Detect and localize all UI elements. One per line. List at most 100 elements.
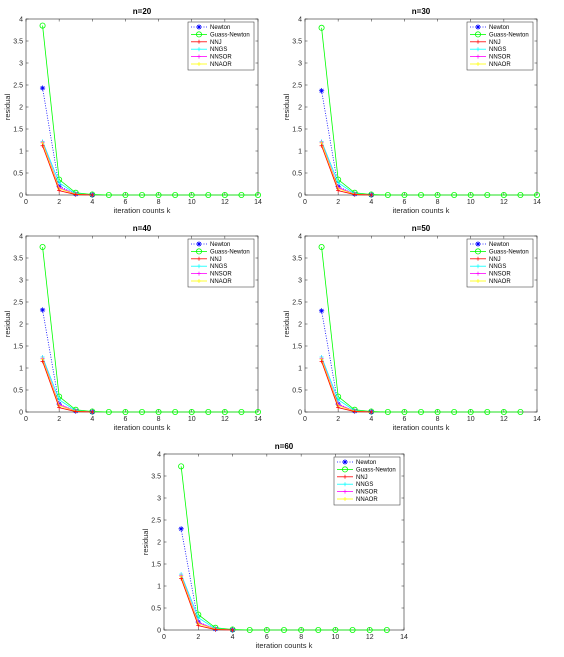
chart-title: n=20 <box>133 7 152 16</box>
data-point <box>254 408 261 415</box>
x-tick-label: 14 <box>533 416 541 423</box>
data-point <box>369 410 374 414</box>
legend-marker <box>197 279 201 283</box>
legend-marker <box>474 248 481 255</box>
data-point <box>369 193 374 197</box>
legend-marker <box>476 264 480 269</box>
data-point <box>105 408 112 415</box>
legend-label: Newton <box>489 242 509 248</box>
x-tick-label: 12 <box>500 199 508 206</box>
x-tick-label: 14 <box>400 634 408 641</box>
legend-label: Newton <box>489 25 509 31</box>
data-point <box>384 191 391 198</box>
chart-title: n=30 <box>412 7 431 16</box>
data-point <box>39 22 46 29</box>
legend-label: NNJ <box>210 257 222 263</box>
y-axis-label: residual <box>282 311 291 338</box>
data-point <box>40 359 45 364</box>
legend-marker <box>197 39 201 44</box>
data-point <box>484 191 491 198</box>
chart-panel-n-60: 0 0.5 1 1.5 2 2.5 3 3.5 4 0 2 4 6 8 10 12 14 n=60 iteratio… <box>141 442 408 650</box>
data-point <box>434 191 441 198</box>
data-point <box>196 623 201 628</box>
y-tick-label: 0 <box>157 627 161 634</box>
legend-label: NNSOR <box>489 272 511 278</box>
series-line <box>42 309 93 413</box>
x-tick-label: 6 <box>402 416 406 423</box>
data-point <box>318 24 325 31</box>
data-point <box>434 408 441 415</box>
y-tick-label: 0.5 <box>13 170 23 177</box>
legend-marker <box>476 62 480 66</box>
legend-marker <box>341 466 348 473</box>
series-line <box>321 361 372 413</box>
x-tick-label: 10 <box>467 416 475 423</box>
x-tick-label: 14 <box>533 199 541 206</box>
y-tick-label: 1 <box>298 365 302 372</box>
x-tick-label: 8 <box>436 416 440 423</box>
data-point <box>138 408 145 415</box>
x-tick-label: 2 <box>196 634 200 641</box>
x-axis-label: iteration counts k <box>114 423 171 432</box>
y-tick-label: 1.5 <box>13 343 23 350</box>
y-tick-label: 1 <box>19 148 23 155</box>
data-point <box>90 410 95 414</box>
legend-marker <box>476 39 480 44</box>
x-tick-label: 12 <box>221 416 229 423</box>
y-axis-label: residual <box>3 94 12 121</box>
data-point <box>172 408 179 415</box>
data-point <box>467 408 474 415</box>
y-tick-label: 4 <box>298 16 302 23</box>
x-axis-label: iteration counts k <box>393 206 450 215</box>
data-point <box>246 627 253 634</box>
y-tick-label: 3 <box>298 277 302 284</box>
data-point <box>263 627 270 634</box>
data-point <box>122 408 129 415</box>
y-tick-label: 1 <box>157 583 161 590</box>
y-tick-label: 3 <box>298 60 302 67</box>
data-point <box>178 526 184 532</box>
x-tick-label: 0 <box>24 416 28 423</box>
y-tick-label: 1 <box>19 365 23 372</box>
data-point <box>205 408 212 415</box>
data-point <box>517 191 524 198</box>
y-tick-label: 4 <box>157 451 161 458</box>
x-tick-label: 12 <box>366 634 374 641</box>
data-point <box>178 463 185 470</box>
series-guass-newton <box>318 24 541 198</box>
x-tick-label: 4 <box>90 416 94 423</box>
data-point <box>336 405 341 410</box>
legend-marker <box>195 248 202 255</box>
data-point <box>332 627 339 634</box>
data-point <box>500 191 507 198</box>
data-point <box>336 180 341 185</box>
data-point <box>298 627 305 634</box>
legend-marker <box>343 489 347 494</box>
legend-label: NNAOR <box>489 279 511 285</box>
y-tick-label: 4 <box>19 16 23 23</box>
series-line <box>321 145 372 196</box>
legend-marker <box>476 47 480 52</box>
y-tick-label: 3.5 <box>151 473 161 480</box>
data-point <box>221 408 228 415</box>
chart-title: n=60 <box>275 442 294 451</box>
data-point <box>172 191 179 198</box>
data-point <box>57 188 62 193</box>
x-tick-label: 12 <box>500 416 508 423</box>
series-line <box>42 361 93 413</box>
y-tick-label: 2.5 <box>13 82 23 89</box>
y-tick-label: 1.5 <box>292 126 302 133</box>
data-point <box>138 191 145 198</box>
y-tick-label: 2 <box>19 321 23 328</box>
series-nnj <box>179 576 235 632</box>
data-point <box>155 408 162 415</box>
x-tick-label: 6 <box>123 199 127 206</box>
x-tick-label: 4 <box>90 199 94 206</box>
data-point <box>57 405 62 410</box>
chart-title: n=40 <box>133 224 152 233</box>
legend-label: NNJ <box>489 257 501 263</box>
legend-label: NNSOR <box>489 55 511 61</box>
